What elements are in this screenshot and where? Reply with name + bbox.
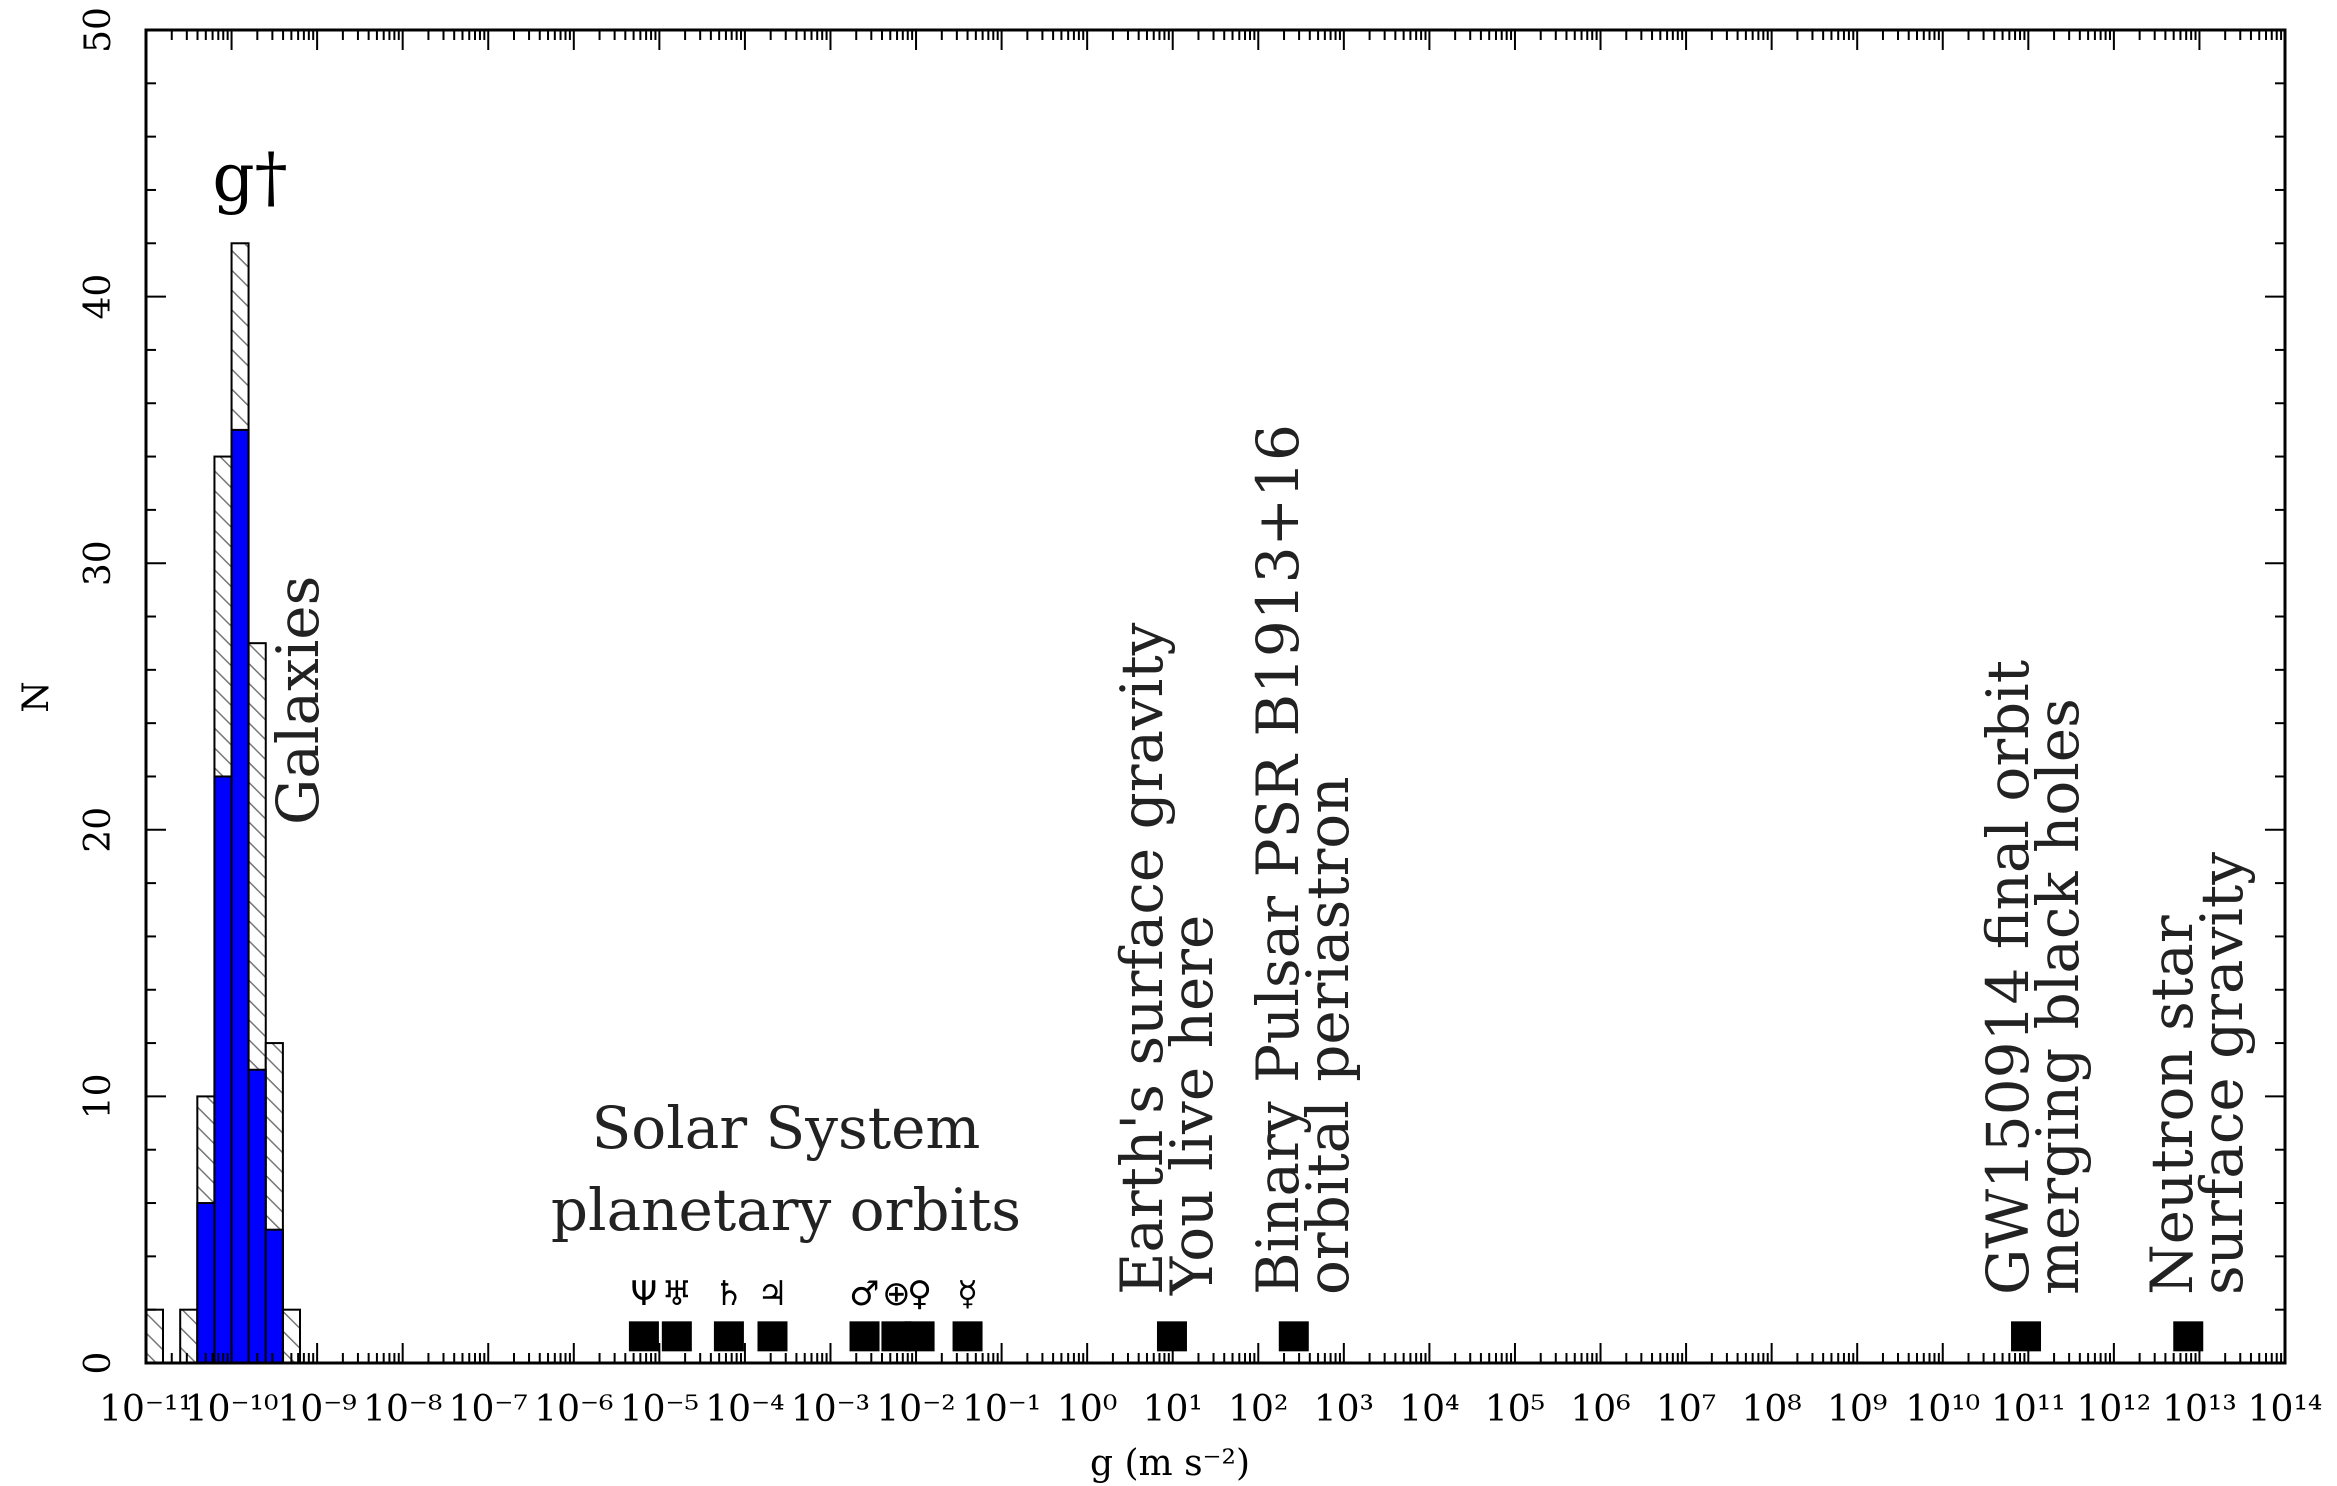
annotation: Solar System	[592, 1094, 981, 1162]
histogram-bar	[179, 1308, 199, 1365]
annotation: GW150914 final orbit	[1974, 660, 2042, 1295]
marker	[952, 1321, 983, 1352]
series-label: Galaxies	[264, 576, 332, 825]
planet-symbol: ♅	[662, 1274, 692, 1314]
marker	[2173, 1321, 2204, 1352]
x-axis-label: g (m s⁻²)	[1090, 1443, 1250, 1484]
marker	[661, 1321, 692, 1352]
x-tick-label: 10¹	[1143, 1389, 1203, 1430]
x-tick-label: 10⁻⁷	[449, 1389, 528, 1430]
x-tick-label: 10⁵	[1485, 1389, 1545, 1430]
x-tick-label: 10³	[1314, 1389, 1374, 1430]
y-tick-label: 50	[78, 7, 119, 53]
x-tick-label: 10⁸	[1742, 1389, 1802, 1430]
x-tick-label: 10⁹	[1827, 1389, 1887, 1430]
annotation: Neutron star	[2138, 915, 2206, 1295]
histogram-bar	[213, 775, 233, 1364]
annotation: orbital periastron	[1294, 776, 1362, 1295]
marker	[2011, 1321, 2042, 1352]
x-tick-label: 10⁰	[1057, 1389, 1117, 1430]
x-tick-label: 10⁻⁹	[277, 1389, 356, 1430]
annotation: You live here	[1158, 915, 1226, 1296]
x-tick-label: 10¹²	[2077, 1389, 2152, 1430]
x-tick-label: 10⁻¹¹	[99, 1389, 193, 1430]
x-tick-label: 10⁻⁸	[363, 1389, 442, 1430]
x-tick-label: 10⁻¹	[962, 1389, 1041, 1430]
planet-symbol: ☿	[957, 1274, 978, 1314]
planet-symbol: ♂	[849, 1274, 879, 1314]
marker	[1156, 1321, 1187, 1352]
planet-symbol: ♀	[907, 1274, 932, 1314]
y-tick-label: 40	[78, 274, 119, 320]
x-tick-label: 10⁻⁴	[705, 1389, 784, 1430]
x-tick-label: 10²	[1228, 1389, 1288, 1430]
histogram-bar	[196, 1202, 216, 1365]
annotation: Earth's surface gravity	[1108, 622, 1176, 1295]
histogram-bar	[145, 1308, 164, 1365]
annotation: planetary orbits	[551, 1176, 1021, 1244]
y-tick-label: 0	[78, 1352, 119, 1375]
plot-frame	[144, 28, 2287, 1365]
marker	[849, 1321, 880, 1352]
x-tick-label: 10⁻¹⁰	[185, 1389, 279, 1430]
x-tick-label: 10¹³	[2162, 1389, 2237, 1430]
marker	[1278, 1321, 1309, 1352]
marker	[904, 1321, 935, 1352]
x-tick-label: 10⁷	[1656, 1389, 1716, 1430]
histogram-bar	[264, 1228, 284, 1364]
peak-label: g†	[212, 139, 287, 216]
y-tick-label: 10	[78, 1073, 119, 1119]
planet-symbol: ♄	[714, 1274, 744, 1314]
annotation: merging black holes	[2024, 698, 2092, 1295]
annotation: surface gravity	[2188, 852, 2256, 1295]
planet-symbol: Ψ	[631, 1274, 658, 1314]
x-tick-label: 10¹⁴	[2248, 1389, 2323, 1430]
x-tick-label: 10¹⁰	[1905, 1389, 1980, 1430]
x-tick-label: 10⁶	[1570, 1389, 1630, 1430]
x-tick-label: 10¹¹	[1991, 1389, 2066, 1430]
histogram-bar	[247, 1068, 267, 1364]
y-axis-label: N	[16, 681, 57, 713]
x-tick-label: 10⁻³	[791, 1389, 870, 1430]
x-tick-label: 10⁻⁵	[620, 1389, 699, 1430]
y-tick-label: 30	[78, 540, 119, 586]
annotation: Binary Pulsar PSR B1913+16	[1244, 424, 1312, 1295]
x-tick-label: 10⁴	[1399, 1389, 1459, 1430]
x-tick-label: 10⁻⁶	[534, 1389, 613, 1430]
planet-symbol: ♃	[757, 1274, 787, 1314]
planet-symbol: ⊕	[882, 1274, 911, 1314]
marker	[757, 1321, 788, 1352]
histogram-bar	[230, 428, 250, 1364]
marker	[628, 1321, 659, 1352]
x-tick-label: 10⁻²	[876, 1389, 955, 1430]
marker	[713, 1321, 744, 1352]
y-tick-label: 20	[78, 807, 119, 853]
